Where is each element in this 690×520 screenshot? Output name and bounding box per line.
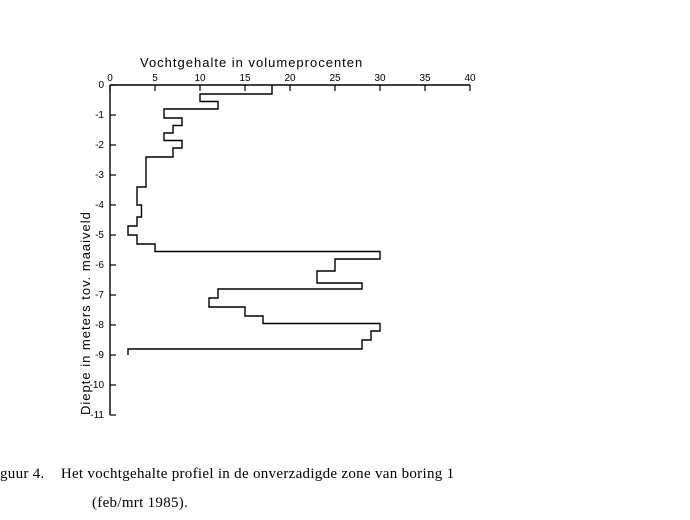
caption-line2: (feb/mrt 1985). xyxy=(0,495,188,511)
caption-line1: Het vochtgehalte profiel in de onverzadi… xyxy=(61,466,455,482)
svg-text:-2: -2 xyxy=(95,140,104,151)
svg-text:-7: -7 xyxy=(95,290,104,301)
svg-text:-1: -1 xyxy=(95,110,104,121)
svg-text:-8: -8 xyxy=(95,320,104,331)
moisture-profile-chart: 05101520253035400-1-2-3-4-5-6-7-8-9-10-1… xyxy=(60,55,500,450)
svg-text:20: 20 xyxy=(284,73,296,84)
svg-text:-4: -4 xyxy=(95,200,104,211)
svg-text:-5: -5 xyxy=(95,230,104,241)
svg-text:25: 25 xyxy=(329,73,341,84)
svg-text:30: 30 xyxy=(374,73,386,84)
svg-text:0: 0 xyxy=(98,80,104,91)
svg-text:10: 10 xyxy=(194,73,206,84)
svg-text:35: 35 xyxy=(419,73,431,84)
svg-text:-9: -9 xyxy=(95,350,104,361)
chart-svg: 05101520253035400-1-2-3-4-5-6-7-8-9-10-1… xyxy=(60,55,500,445)
svg-text:-3: -3 xyxy=(95,170,104,181)
svg-text:40: 40 xyxy=(464,73,476,84)
svg-text:0: 0 xyxy=(107,73,113,84)
svg-text:-6: -6 xyxy=(95,260,104,271)
figure-caption: guur 4. Het vochtgehalte profiel in de o… xyxy=(0,460,680,517)
svg-text:5: 5 xyxy=(152,73,158,84)
caption-prefix: guur 4. xyxy=(0,466,45,482)
svg-text:15: 15 xyxy=(239,73,251,84)
x-axis-title: Vochtgehalte in volumeprocenten xyxy=(140,55,363,70)
y-axis-title: Diepte in meters tov. maaiveld xyxy=(78,211,93,415)
